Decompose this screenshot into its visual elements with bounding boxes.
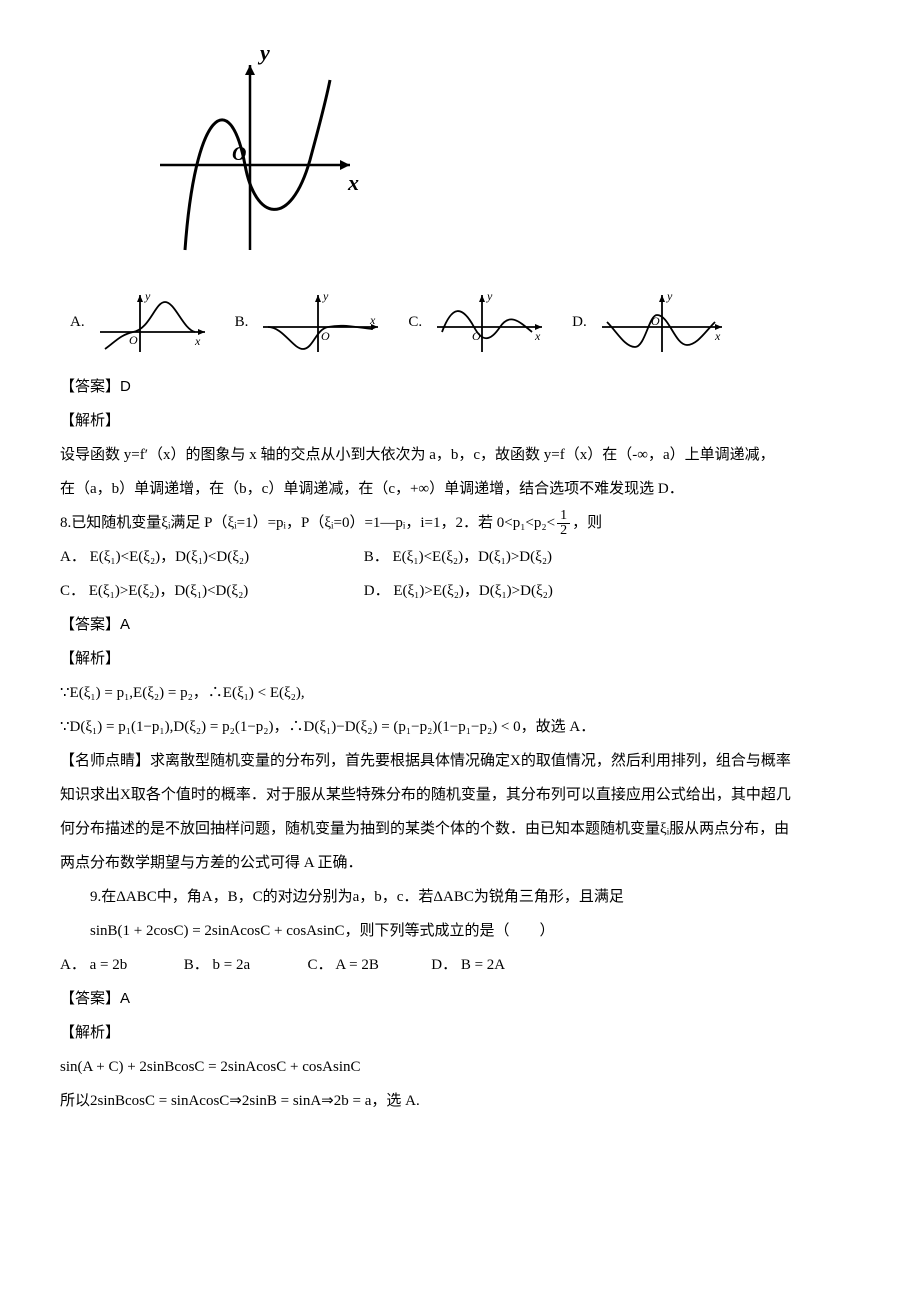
- option-c-graph: O x y: [432, 287, 552, 357]
- option-a-label: A.: [70, 307, 85, 337]
- option-c-label: C.: [408, 307, 422, 337]
- option-d-label: D.: [572, 307, 587, 337]
- option-b-label: B.: [235, 307, 249, 337]
- q8-line1: ∵E(ξ₁) = p₁,E(ξ₂) = p₂，∴E(ξ₁) < E(ξ₂),: [60, 678, 860, 708]
- svg-text:x: x: [194, 334, 201, 348]
- svg-text:y: y: [144, 289, 151, 303]
- axis-label-y: y: [257, 50, 270, 65]
- svg-text:y: y: [486, 289, 493, 303]
- axis-label-x: x: [347, 170, 359, 195]
- q7-answer: 【答案】D: [60, 372, 860, 402]
- q9-options: A． a = 2b B． b = 2a C． A = 2B D． B = 2A: [60, 950, 860, 980]
- q8-note4: 两点分布数学期望与方差的公式可得 A 正确．: [60, 848, 860, 878]
- q8-options-row2: C． E(ξ₁)>E(ξ₂)，D(ξ₁)<D(ξ₂) D． E(ξ₁)>E(ξ₂…: [60, 576, 860, 606]
- q9-explain-label: 【解析】: [60, 1018, 860, 1048]
- q9-answer: 【答案】A: [60, 984, 860, 1014]
- origin-label: O: [232, 143, 246, 165]
- q8-line2: ∵D(ξ₁) = p₁(1−p₁),D(ξ₂) = p₂(1−p₂)，∴D(ξ₁…: [60, 712, 860, 742]
- svg-text:O: O: [472, 329, 481, 343]
- q8-stem: 8.已知随机变量ξᵢ满足 P（ξᵢ=1）=pᵢ，P（ξᵢ=0）=1—pᵢ，i=1…: [60, 508, 860, 538]
- q8-note3: 何分布描述的是不放回抽样问题，随机变量为抽到的某类个体的个数．由已知本题随机变量…: [60, 814, 860, 844]
- option-b-graph: O x y: [258, 287, 388, 357]
- q9-line2: 所以2sinBcosC = sinAcosC⇒2sinB = sinA⇒2b =…: [60, 1086, 860, 1116]
- svg-text:y: y: [322, 289, 329, 303]
- q9-stem1: 9.在ΔABC中，角A，B，C的对边分别为a，b，c．若ΔABC为锐角三角形，且…: [90, 882, 860, 912]
- q7-explain-2: 在（a，b）单调递增，在（b，c）单调递减，在（c，+∞）单调递增，结合选项不难…: [60, 474, 860, 504]
- svg-text:O: O: [321, 329, 330, 343]
- q8-note: 【名师点睛】求离散型随机变量的分布列，首先要根据具体情况确定X的取值情况，然后利…: [60, 746, 860, 776]
- svg-text:y: y: [666, 289, 673, 303]
- svg-text:O: O: [651, 314, 660, 328]
- main-function-graph: y x O: [150, 50, 860, 272]
- q8-answer: 【答案】A: [60, 610, 860, 640]
- answer-options-row: A. O x y B. O x y C. O x y D.: [60, 287, 860, 357]
- q8-explain-label: 【解析】: [60, 644, 860, 674]
- q7-explain-label: 【解析】: [60, 406, 860, 436]
- q9-stem2: sinB(1 + 2cosC) = 2sinAcosC + cosAsinC，则…: [90, 916, 860, 946]
- svg-text:x: x: [369, 313, 376, 327]
- option-d-graph: O x y: [597, 287, 727, 357]
- q8-options-row1: A． E(ξ₁)<E(ξ₂)，D(ξ₁)<D(ξ₂) B． E(ξ₁)<E(ξ₂…: [60, 542, 860, 572]
- svg-text:x: x: [534, 329, 541, 343]
- svg-text:x: x: [714, 329, 721, 343]
- q8-note2: 知识求出X取各个值时的概率．对于服从某些特殊分布的随机变量，其分布列可以直接应用…: [60, 780, 860, 810]
- svg-text:O: O: [129, 333, 138, 347]
- q7-explain-1: 设导函数 y=f′（x）的图象与 x 轴的交点从小到大依次为 a，b，c，故函数…: [60, 440, 860, 470]
- q9-line1: sin(A + C) + 2sinBcosC = 2sinAcosC + cos…: [60, 1052, 860, 1082]
- option-a-graph: O x y: [95, 287, 215, 357]
